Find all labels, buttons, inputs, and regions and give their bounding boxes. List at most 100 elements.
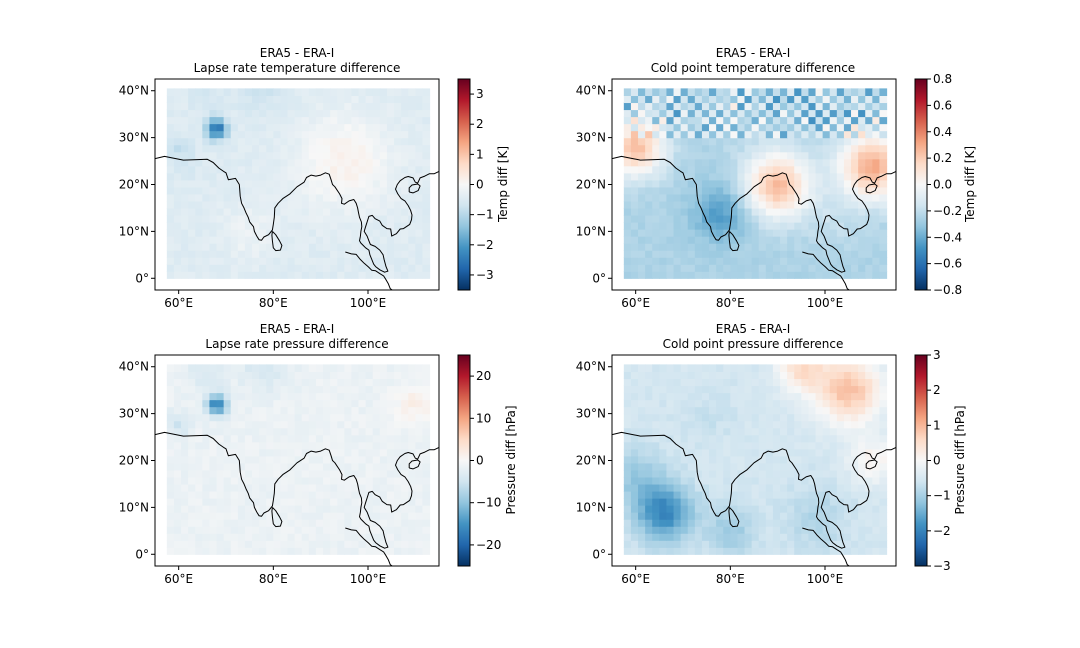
heatmap-cell	[851, 200, 859, 209]
heatmap-cell	[386, 200, 395, 209]
heatmap-cell	[287, 413, 296, 422]
heatmap-cell	[694, 392, 703, 401]
heatmap-cell	[815, 413, 824, 422]
heatmap-cell	[659, 519, 668, 527]
heatmap-cell	[630, 399, 639, 408]
heatmap-cell	[751, 448, 760, 457]
heatmap-cell	[744, 207, 753, 216]
heatmap-cell	[851, 462, 859, 471]
heatmap-cell	[365, 483, 374, 492]
heatmap-cell	[765, 179, 774, 188]
heatmap-cell	[645, 476, 653, 485]
heatmap-cell	[652, 476, 660, 485]
heatmap-cell	[223, 512, 232, 520]
heatmap-cell	[851, 222, 859, 230]
heatmap-cell	[709, 250, 717, 258]
heatmap-cell	[623, 399, 632, 408]
heatmap-cell	[858, 392, 866, 401]
heatmap-cell	[694, 540, 703, 548]
heatmap-cell	[851, 165, 859, 174]
heatmap-cell	[879, 95, 888, 104]
heatmap-cell	[216, 533, 225, 541]
heatmap-cell	[666, 95, 675, 104]
heatmap-cell	[216, 413, 225, 422]
heatmap-cell	[294, 406, 303, 415]
heatmap-cell	[872, 214, 881, 223]
heatmap-cell	[709, 243, 717, 251]
heatmap-cell	[379, 123, 388, 132]
heatmap-cell	[315, 109, 324, 118]
heatmap-cell	[801, 88, 810, 97]
heatmap-cell	[166, 130, 175, 139]
heatmap-cell	[216, 399, 225, 408]
heatmap-cell	[315, 88, 324, 97]
heatmap-cell	[301, 151, 310, 160]
heatmap-cell	[408, 540, 416, 548]
heatmap-cell	[287, 441, 296, 450]
heatmap-cell	[666, 392, 675, 401]
heatmap-cell	[701, 151, 710, 160]
heatmap-cell	[401, 165, 409, 174]
heatmap-cell	[330, 406, 338, 415]
heatmap-cell	[358, 88, 367, 97]
heatmap-cell	[202, 200, 211, 209]
heatmap-cell	[701, 434, 710, 443]
heatmap-cell	[808, 406, 817, 415]
heatmap-cell	[801, 448, 810, 457]
heatmap-cell	[330, 123, 338, 132]
heatmap-cell	[872, 512, 881, 520]
heatmap-cell	[787, 462, 795, 471]
heatmap-cell	[680, 455, 689, 464]
heatmap-cell	[195, 236, 203, 244]
heatmap-cell	[181, 476, 189, 485]
heatmap-cell	[659, 427, 668, 436]
heatmap-cell	[772, 144, 781, 153]
heatmap-cell	[843, 257, 852, 265]
heatmap-cell	[865, 469, 873, 478]
heatmap-cell	[709, 392, 717, 401]
heatmap-cell	[709, 371, 717, 380]
heatmap-cell	[259, 547, 267, 555]
heatmap-cell	[280, 505, 289, 513]
heatmap-cell	[765, 490, 774, 499]
heatmap-cell	[330, 250, 338, 258]
heatmap-cell	[173, 144, 182, 153]
heatmap-cell	[330, 271, 338, 279]
heatmap-cell	[301, 179, 310, 188]
heatmap-cell	[673, 144, 682, 153]
heatmap-cell	[687, 179, 696, 188]
heatmap-cell	[772, 547, 781, 555]
heatmap-cell	[865, 512, 873, 520]
heatmap-cell	[801, 427, 810, 436]
heatmap-cell	[765, 109, 774, 118]
heatmap-cell	[716, 214, 724, 223]
heatmap-cell	[673, 102, 682, 111]
heatmap-cell	[772, 455, 781, 464]
y-tick-label: 10°N	[119, 224, 149, 238]
heatmap-cell	[301, 441, 310, 450]
heatmap-cell	[223, 462, 232, 471]
heatmap-cell	[230, 200, 239, 209]
heatmap-cell	[765, 413, 774, 422]
heatmap-cell	[280, 406, 289, 415]
heatmap-cell	[673, 483, 682, 492]
heatmap-cell	[815, 123, 824, 132]
heatmap-cell	[659, 179, 668, 188]
heatmap-cell	[351, 214, 360, 223]
heatmap-cell	[744, 214, 753, 223]
heatmap-cell	[252, 413, 260, 422]
heatmap-cell	[237, 378, 246, 387]
heatmap-cell	[252, 441, 260, 450]
heatmap-cell	[273, 371, 282, 380]
heatmap-cell	[879, 540, 888, 548]
heatmap-cell	[843, 406, 852, 415]
heatmap-cell	[751, 371, 760, 380]
heatmap-cell	[709, 222, 717, 230]
heatmap-cell	[822, 116, 831, 125]
heatmap-cell	[666, 455, 675, 464]
heatmap-cell	[287, 264, 296, 272]
heatmap-cell	[801, 229, 810, 237]
heatmap-cell	[772, 207, 781, 216]
heatmap-cell	[173, 392, 182, 401]
heatmap-cell	[744, 158, 753, 167]
